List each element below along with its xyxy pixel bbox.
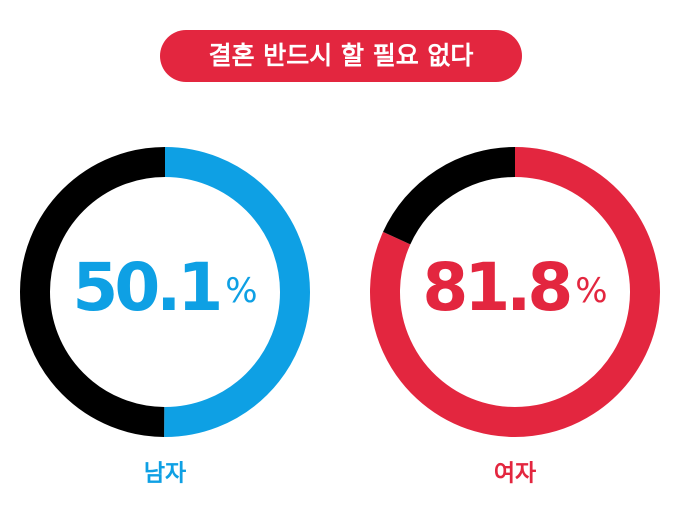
chart-title: 결혼 반드시 할 필요 없다	[209, 41, 474, 70]
value-label: 81.8%	[422, 249, 607, 326]
donut-segment	[383, 147, 516, 245]
donut-segment	[20, 147, 166, 437]
donut-segment	[164, 147, 311, 437]
donut-label: 여자	[494, 461, 536, 487]
value-label: 50.1%	[72, 249, 257, 326]
donut-segment	[370, 147, 660, 437]
title-pill	[160, 30, 522, 82]
donut-label: 남자	[144, 461, 186, 487]
